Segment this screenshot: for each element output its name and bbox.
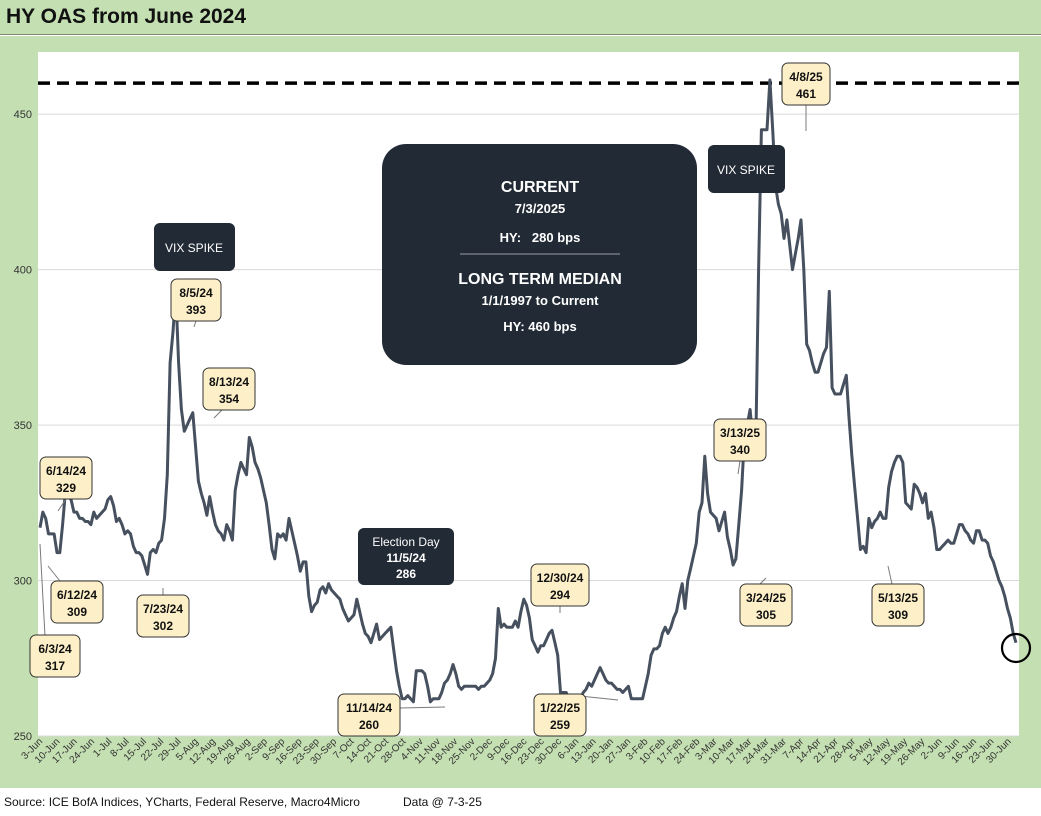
callout-3-13-25: 3/13/25 340 bbox=[713, 418, 767, 462]
callout-value: 260 bbox=[359, 718, 379, 732]
source-note: Source: ICE BofA Indices, YCharts, Feder… bbox=[4, 795, 360, 809]
callout-7-23-24: 7/23/24 302 bbox=[136, 594, 190, 638]
y-tick-label: 250 bbox=[14, 731, 32, 743]
vix-spike-label-1: VIX SPIKE bbox=[165, 241, 223, 255]
callout-date: 3/13/25 bbox=[720, 426, 760, 440]
callout-date: 8/5/24 bbox=[179, 286, 213, 300]
election-value: 286 bbox=[396, 567, 416, 581]
callout-6-14-24: 6/14/24 329 bbox=[39, 456, 93, 500]
x-tick-label: 1-Jul bbox=[91, 736, 114, 759]
callout-leader-line bbox=[579, 695, 619, 701]
callout-date: 3/24/25 bbox=[746, 591, 786, 605]
current-date: 7/3/2025 bbox=[515, 201, 566, 216]
callout-value: 305 bbox=[756, 608, 776, 622]
current-point-marker bbox=[1000, 632, 1032, 664]
callout-date: 11/14/24 bbox=[346, 701, 392, 715]
callout-value: 340 bbox=[730, 443, 750, 457]
callout-1-22-25: 1/22/25 259 bbox=[533, 693, 587, 737]
callout-date: 6/3/24 bbox=[38, 642, 72, 656]
callout-6-12-24: 6/12/24 309 bbox=[50, 580, 104, 624]
callout-8-13-24: 8/13/24 354 bbox=[202, 367, 256, 411]
vix-spike-label-2: VIX SPIKE bbox=[717, 163, 775, 177]
page-title: HY OAS from June 2024 bbox=[6, 5, 247, 28]
callout-leader-line bbox=[213, 409, 223, 419]
callout-value: 309 bbox=[67, 605, 87, 619]
callout-value: 354 bbox=[219, 392, 239, 406]
callout-date: 6/12/24 bbox=[57, 588, 97, 602]
callout-leader-line bbox=[737, 460, 741, 475]
y-tick-label: 350 bbox=[14, 420, 32, 432]
callout-leader-line bbox=[887, 565, 893, 585]
callout-date: 5/13/25 bbox=[878, 591, 918, 605]
callout-date: 6/14/24 bbox=[46, 464, 86, 478]
vix-spike-box-1: VIX SPIKE bbox=[154, 223, 235, 271]
callout-12-30-24: 12/30/24 294 bbox=[530, 563, 590, 607]
callout-leader-line bbox=[399, 706, 446, 709]
vix-spike-box-2: VIX SPIKE bbox=[708, 145, 785, 193]
callout-6-3-24: 6/3/24 317 bbox=[29, 634, 81, 678]
callout-leader-line bbox=[39, 543, 46, 637]
election-label: Election Day bbox=[372, 535, 439, 549]
callout-5-13-25: 5/13/25 309 bbox=[871, 583, 925, 627]
callout-date: 1/22/25 bbox=[540, 701, 580, 715]
callout-date: 4/8/25 bbox=[789, 70, 823, 84]
data-date-note: Data @ 7-3-25 bbox=[403, 795, 482, 809]
callout-date: 12/30/24 bbox=[537, 571, 584, 585]
title-bar: HY OAS from June 2024 bbox=[0, 0, 1041, 35]
election-day-box: Election Day 11/5/24 286 bbox=[358, 528, 454, 585]
y-tick-label: 450 bbox=[14, 109, 32, 121]
footer: Source: ICE BofA Indices, YCharts, Feder… bbox=[0, 789, 1041, 816]
callout-value: 294 bbox=[550, 588, 570, 602]
callout-value: 329 bbox=[56, 481, 76, 495]
callout-leader-line bbox=[57, 498, 67, 512]
callout-leader-line bbox=[193, 320, 197, 328]
y-tick-label: 400 bbox=[14, 265, 32, 277]
callout-value: 393 bbox=[186, 303, 206, 317]
series-line-hy-oas bbox=[38, 78, 1018, 710]
chart-frame: 250 300 350 400 450 3-Jun 10-Jun 17-Jun 24-Jun 1… bbox=[0, 36, 1041, 788]
callout-4-8-25: 4/8/25 461 bbox=[781, 62, 831, 106]
y-tick-label: 300 bbox=[14, 576, 32, 588]
median-value: HY: 460 bps bbox=[503, 319, 576, 334]
callout-value: 461 bbox=[796, 87, 816, 101]
current-info-box: CURRENT 7/3/2025 HY: 280 bps LONG TERM M… bbox=[382, 144, 697, 365]
current-label: CURRENT bbox=[501, 179, 579, 196]
callout-8-5-24: 8/5/24 393 bbox=[170, 278, 222, 322]
callout-date: 7/23/24 bbox=[143, 602, 183, 616]
median-period: 1/1/1997 to Current bbox=[481, 293, 599, 308]
callout-value: 302 bbox=[153, 619, 173, 633]
callout-11-14-24: 11/14/24 260 bbox=[337, 693, 401, 737]
callout-value: 309 bbox=[888, 608, 908, 622]
callout-date: 8/13/24 bbox=[209, 375, 249, 389]
callout-value: 259 bbox=[550, 718, 570, 732]
callout-3-24-25: 3/24/25 305 bbox=[739, 583, 793, 627]
current-value: HY: 280 bps bbox=[500, 230, 581, 245]
callout-leader-line bbox=[47, 565, 61, 582]
election-date: 11/5/24 bbox=[386, 551, 426, 565]
median-label: LONG TERM MEDIAN bbox=[458, 271, 622, 288]
callout-leader-line bbox=[759, 577, 767, 585]
callout-value: 317 bbox=[45, 659, 65, 673]
